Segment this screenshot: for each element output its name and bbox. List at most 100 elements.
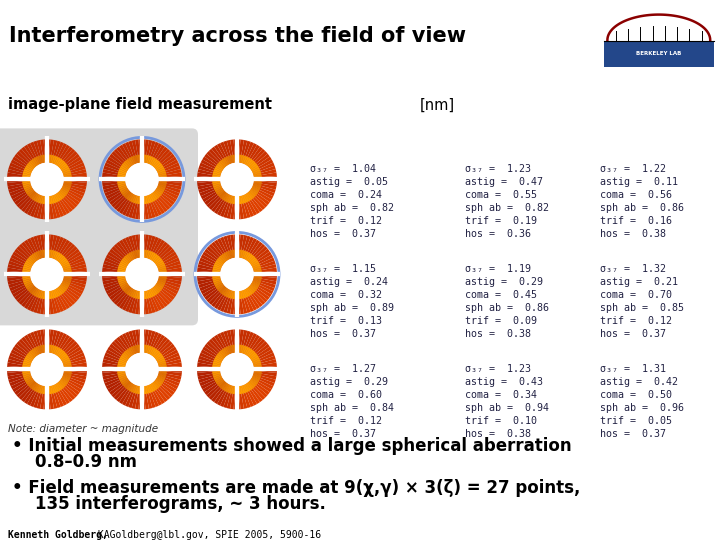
Wedge shape bbox=[215, 260, 223, 266]
Wedge shape bbox=[235, 196, 237, 204]
Wedge shape bbox=[244, 333, 257, 355]
Wedge shape bbox=[143, 345, 146, 353]
Wedge shape bbox=[156, 355, 163, 361]
Wedge shape bbox=[158, 183, 181, 190]
Text: coma =  0.45: coma = 0.45 bbox=[465, 291, 537, 300]
Wedge shape bbox=[197, 278, 221, 285]
Wedge shape bbox=[249, 190, 268, 208]
Wedge shape bbox=[212, 270, 220, 273]
Wedge shape bbox=[154, 162, 161, 168]
Wedge shape bbox=[135, 291, 139, 299]
Wedge shape bbox=[152, 349, 158, 356]
Wedge shape bbox=[158, 276, 182, 281]
Wedge shape bbox=[154, 190, 173, 208]
Wedge shape bbox=[117, 363, 126, 367]
Wedge shape bbox=[102, 172, 125, 178]
Wedge shape bbox=[158, 169, 181, 177]
Wedge shape bbox=[244, 384, 249, 392]
Wedge shape bbox=[230, 345, 234, 353]
Wedge shape bbox=[132, 251, 136, 259]
Wedge shape bbox=[104, 353, 127, 363]
Wedge shape bbox=[27, 164, 34, 170]
Wedge shape bbox=[246, 383, 260, 404]
Wedge shape bbox=[57, 147, 73, 166]
Wedge shape bbox=[47, 234, 50, 258]
Wedge shape bbox=[220, 384, 231, 407]
Wedge shape bbox=[64, 179, 87, 183]
Wedge shape bbox=[238, 196, 244, 219]
Wedge shape bbox=[155, 154, 175, 170]
Wedge shape bbox=[142, 249, 144, 258]
Wedge shape bbox=[247, 382, 263, 402]
Wedge shape bbox=[199, 374, 221, 383]
Wedge shape bbox=[22, 363, 31, 367]
Wedge shape bbox=[237, 196, 239, 204]
Wedge shape bbox=[243, 346, 248, 354]
Wedge shape bbox=[158, 372, 181, 380]
Wedge shape bbox=[211, 192, 228, 212]
Wedge shape bbox=[35, 157, 40, 165]
Text: astig =  0.05: astig = 0.05 bbox=[310, 177, 388, 187]
Wedge shape bbox=[243, 194, 254, 217]
Wedge shape bbox=[156, 188, 176, 202]
Wedge shape bbox=[132, 384, 136, 393]
Wedge shape bbox=[125, 255, 131, 262]
Text: σ₃₇ =  1.31: σ₃₇ = 1.31 bbox=[600, 364, 666, 374]
Wedge shape bbox=[133, 195, 138, 204]
Wedge shape bbox=[7, 172, 30, 178]
Wedge shape bbox=[249, 380, 256, 387]
Wedge shape bbox=[243, 194, 248, 203]
Wedge shape bbox=[244, 238, 257, 260]
Wedge shape bbox=[209, 381, 226, 400]
Wedge shape bbox=[143, 386, 146, 394]
Wedge shape bbox=[48, 234, 54, 258]
Wedge shape bbox=[25, 260, 33, 266]
Wedge shape bbox=[221, 287, 228, 295]
Text: [nm]: [nm] bbox=[420, 97, 455, 112]
Wedge shape bbox=[58, 350, 65, 357]
Wedge shape bbox=[251, 157, 271, 171]
Wedge shape bbox=[227, 330, 234, 353]
Wedge shape bbox=[228, 290, 233, 299]
Wedge shape bbox=[17, 341, 35, 359]
Wedge shape bbox=[45, 196, 47, 204]
Wedge shape bbox=[138, 154, 140, 163]
Wedge shape bbox=[54, 194, 60, 202]
Wedge shape bbox=[50, 140, 58, 163]
Wedge shape bbox=[22, 365, 30, 368]
Wedge shape bbox=[33, 290, 42, 313]
Wedge shape bbox=[125, 332, 136, 354]
Wedge shape bbox=[117, 371, 125, 374]
Wedge shape bbox=[153, 339, 171, 357]
Wedge shape bbox=[102, 181, 125, 186]
Wedge shape bbox=[152, 147, 168, 166]
Wedge shape bbox=[155, 343, 175, 360]
Wedge shape bbox=[63, 276, 87, 281]
Wedge shape bbox=[55, 253, 61, 261]
Wedge shape bbox=[249, 285, 268, 302]
Wedge shape bbox=[156, 260, 163, 266]
Wedge shape bbox=[158, 359, 181, 367]
Wedge shape bbox=[251, 283, 258, 289]
Wedge shape bbox=[157, 353, 179, 363]
Wedge shape bbox=[209, 339, 226, 357]
Wedge shape bbox=[118, 361, 126, 365]
Wedge shape bbox=[253, 279, 276, 288]
Wedge shape bbox=[158, 279, 166, 283]
Wedge shape bbox=[120, 378, 128, 384]
Wedge shape bbox=[148, 251, 153, 259]
Wedge shape bbox=[51, 236, 60, 259]
Wedge shape bbox=[118, 184, 126, 188]
Wedge shape bbox=[143, 329, 149, 353]
Wedge shape bbox=[123, 285, 130, 292]
Wedge shape bbox=[158, 371, 167, 374]
Wedge shape bbox=[23, 361, 31, 365]
Wedge shape bbox=[158, 278, 181, 285]
Wedge shape bbox=[19, 339, 36, 357]
Wedge shape bbox=[117, 270, 125, 273]
Wedge shape bbox=[230, 195, 234, 204]
Wedge shape bbox=[125, 237, 136, 259]
Wedge shape bbox=[30, 289, 41, 312]
Wedge shape bbox=[25, 165, 33, 171]
Wedge shape bbox=[152, 192, 158, 200]
